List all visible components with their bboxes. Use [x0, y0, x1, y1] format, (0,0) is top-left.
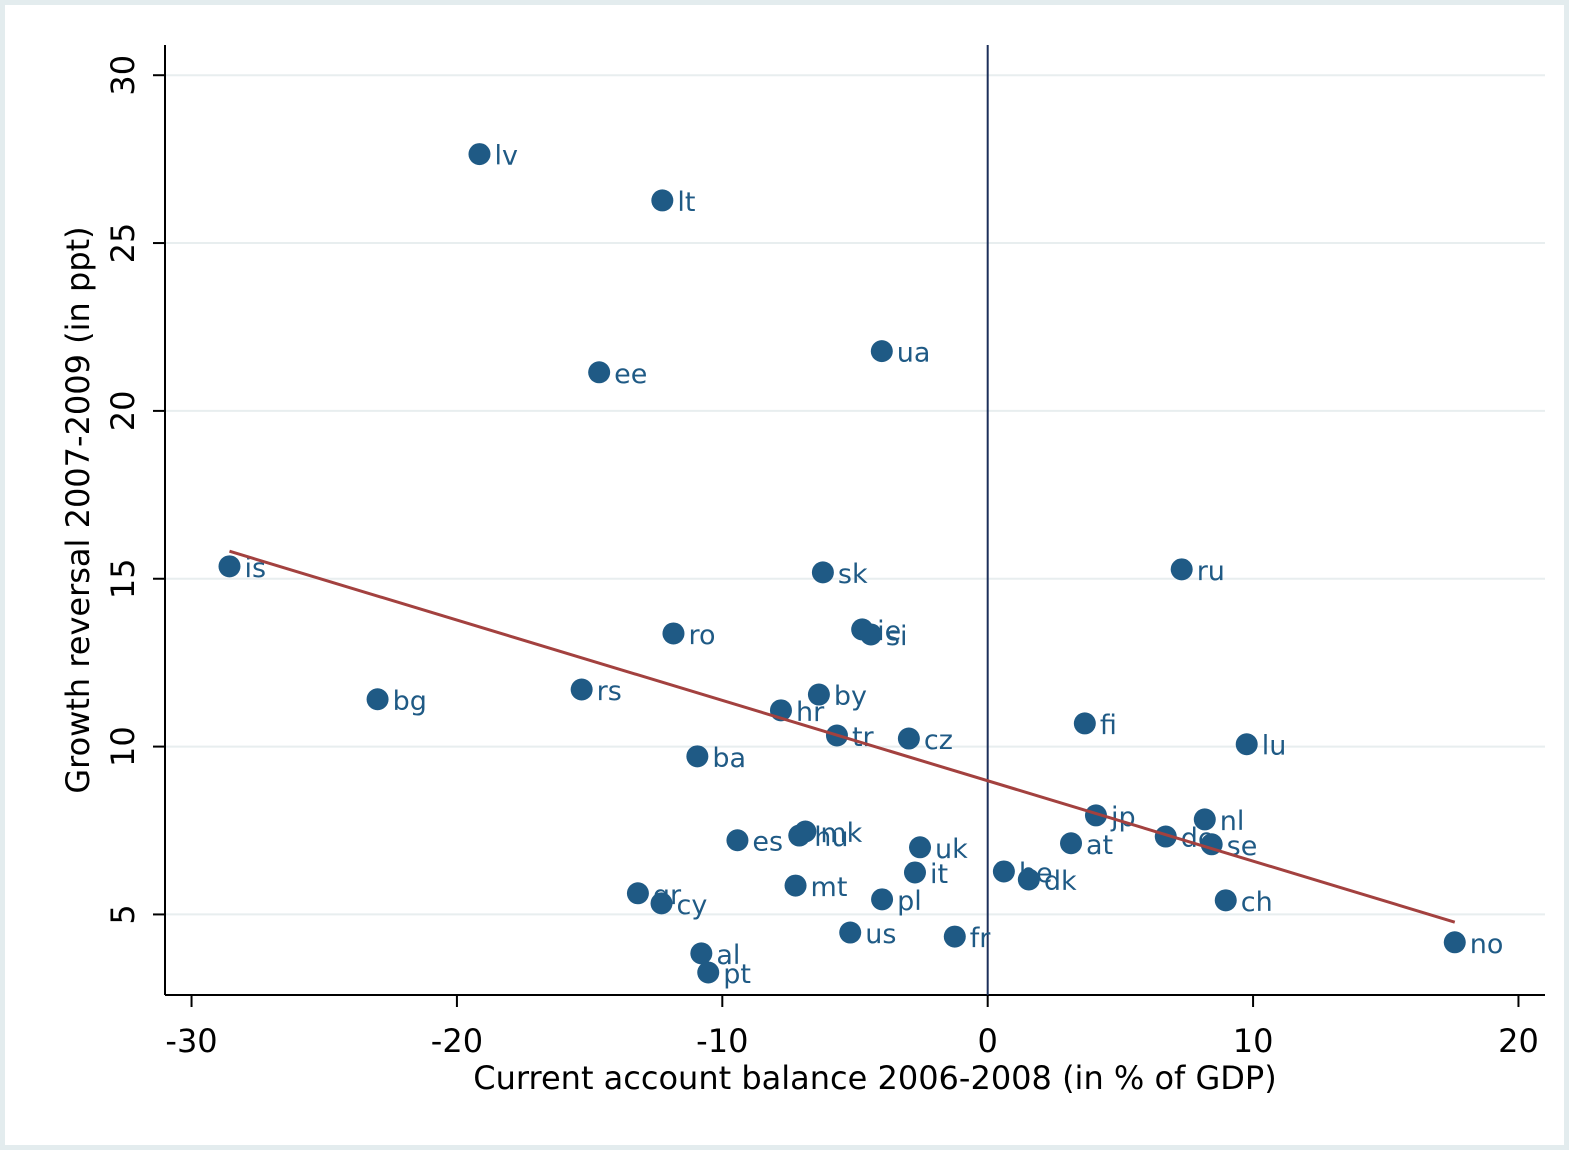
x-tick-label: -30	[165, 1022, 217, 1060]
point-label: tr	[852, 722, 875, 753]
point	[662, 622, 685, 645]
point	[909, 836, 932, 859]
point-label: lu	[1262, 731, 1287, 762]
point-label: lt	[677, 187, 695, 218]
point-label: fi	[1100, 710, 1117, 741]
point-label: nl	[1220, 806, 1245, 837]
point	[1443, 931, 1466, 954]
point	[1170, 558, 1193, 581]
point-label: ch	[1241, 887, 1273, 918]
point	[468, 143, 491, 166]
point	[870, 340, 893, 363]
point-label: pl	[897, 886, 922, 917]
point	[690, 942, 713, 965]
x-tick-label: 0	[978, 1022, 998, 1060]
point-label: hu	[814, 822, 848, 853]
point-label: us	[865, 919, 896, 950]
x-tick-label: 10	[1233, 1022, 1274, 1060]
point	[1073, 712, 1096, 735]
point	[859, 623, 882, 646]
point	[651, 189, 674, 212]
y-axis-title: Growth reversal 2007-2009 (in ppt)	[59, 226, 97, 793]
point-label: ro	[688, 620, 715, 651]
point	[650, 892, 673, 915]
point-label: lv	[494, 141, 518, 172]
point	[570, 678, 593, 701]
point-label: jp	[1110, 802, 1136, 833]
point	[1060, 832, 1083, 855]
point-label: ru	[1197, 556, 1225, 587]
point	[1084, 804, 1107, 827]
point-label: fr	[970, 923, 992, 954]
point-label: rs	[597, 676, 622, 707]
point-label: by	[834, 681, 867, 712]
y-tick-label: 25	[104, 223, 142, 264]
point-label: mk	[820, 818, 862, 849]
fit-line	[229, 549, 1456, 924]
point-label: at	[1086, 830, 1113, 861]
point-label: no	[1470, 929, 1504, 960]
point-label: ua	[897, 338, 931, 369]
point	[811, 561, 834, 584]
point-label: ba	[712, 743, 746, 774]
point	[686, 745, 709, 768]
point	[992, 860, 1015, 883]
point	[1235, 733, 1258, 756]
point	[1214, 889, 1237, 912]
point	[807, 683, 830, 706]
point-label: bg	[393, 686, 427, 717]
point	[1193, 808, 1216, 831]
point-label: mt	[811, 872, 848, 903]
point-label: dk	[1044, 866, 1077, 897]
point	[697, 961, 720, 984]
point-label: uk	[935, 834, 968, 865]
x-tick-label: -10	[696, 1022, 748, 1060]
y-tick-label: 30	[104, 55, 142, 96]
y-tick-label: 15	[104, 558, 142, 599]
point	[588, 361, 611, 384]
y-tick-label: 20	[104, 391, 142, 432]
point	[218, 555, 241, 578]
point-label: si	[886, 621, 908, 652]
point-label: es	[752, 827, 783, 858]
x-tick-label: -20	[431, 1022, 483, 1060]
point-label: ee	[614, 359, 647, 390]
y-tick-label: 10	[104, 726, 142, 767]
point	[897, 727, 920, 750]
point	[726, 829, 749, 852]
point	[784, 874, 807, 897]
point-label: al	[716, 940, 740, 971]
point	[1017, 868, 1040, 891]
point-label: pt	[723, 959, 751, 990]
x-axis-title: Current account balance 2006-2008 (in % …	[473, 1059, 1276, 1097]
point	[366, 688, 389, 711]
point	[871, 888, 894, 911]
x-tick-label: 20	[1498, 1022, 1539, 1060]
point-label: cy	[677, 890, 708, 921]
point	[903, 861, 926, 884]
point	[943, 925, 966, 948]
point-label: it	[930, 859, 948, 890]
point-label: sk	[838, 559, 868, 590]
point	[788, 824, 811, 847]
point	[626, 882, 649, 905]
point-label: cz	[924, 725, 953, 756]
y-tick-label: 5	[104, 904, 142, 924]
point	[1154, 825, 1177, 848]
point	[839, 921, 862, 944]
